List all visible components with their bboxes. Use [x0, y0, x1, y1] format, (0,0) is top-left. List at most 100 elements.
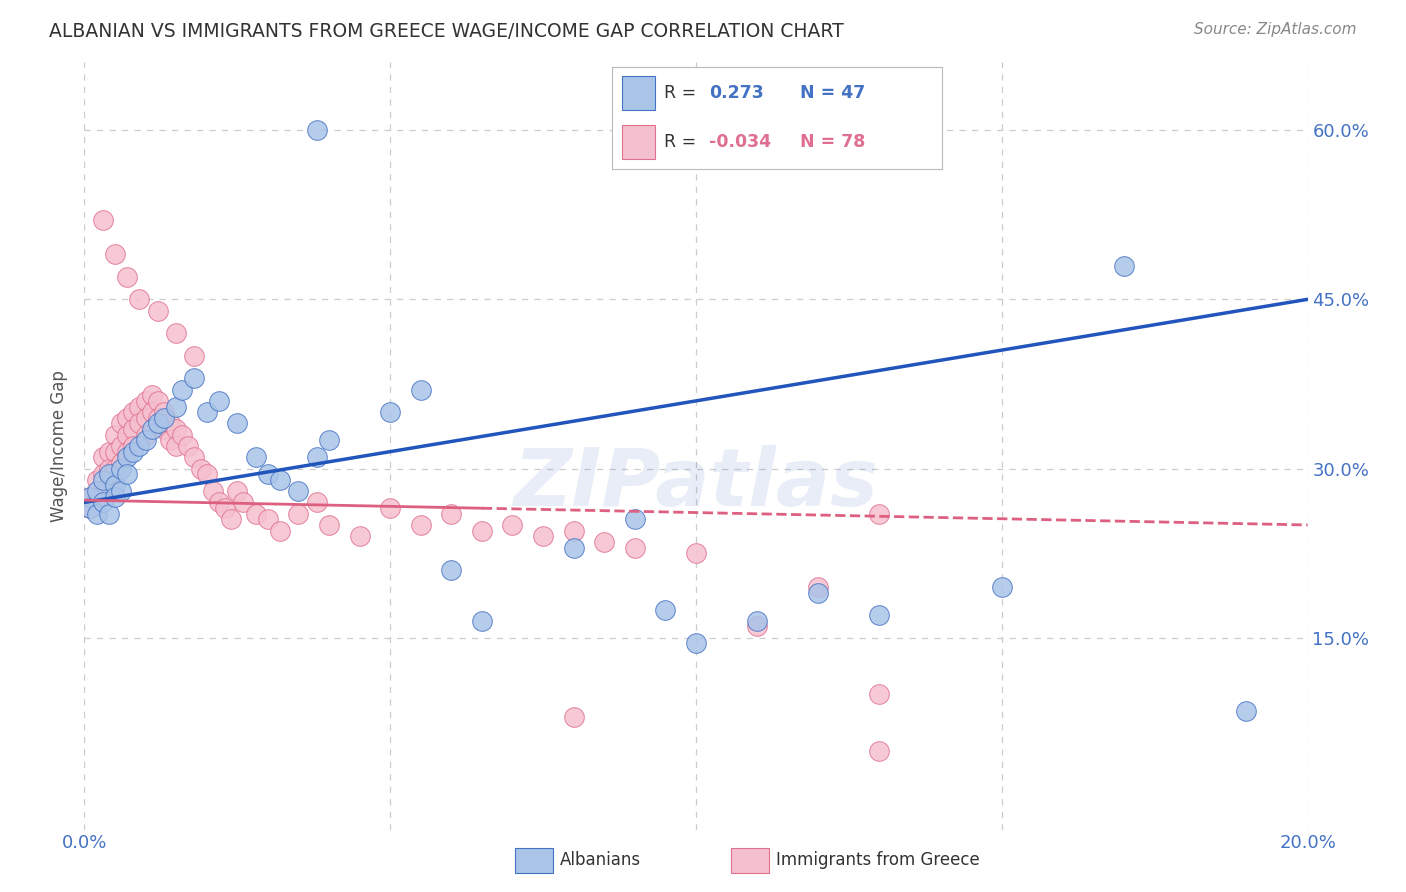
Point	[747, 619, 769, 633]
Bar	[731, 847, 769, 873]
Point	[86, 484, 108, 499]
Y-axis label: Wage/Income Gap: Wage/Income Gap	[51, 370, 69, 522]
Point	[287, 507, 309, 521]
Point	[165, 439, 187, 453]
Bar	[515, 847, 554, 873]
Point	[440, 507, 463, 521]
Text: Source: ZipAtlas.com: Source: ZipAtlas.com	[1194, 22, 1357, 37]
Point	[245, 450, 267, 465]
Point	[122, 405, 145, 419]
Point	[146, 417, 169, 431]
Point	[128, 417, 150, 431]
Point	[409, 383, 432, 397]
Point	[165, 422, 187, 436]
Point	[1114, 259, 1136, 273]
Point	[146, 303, 169, 318]
Point	[104, 247, 127, 261]
Point	[349, 529, 371, 543]
Text: N = 78: N = 78	[800, 133, 865, 152]
Point	[165, 400, 187, 414]
Point	[654, 602, 676, 616]
Point	[172, 427, 194, 442]
Point	[115, 269, 138, 284]
Point	[159, 434, 181, 448]
Point	[110, 461, 132, 475]
Point	[122, 444, 145, 458]
Text: R =: R =	[665, 133, 697, 152]
Point	[79, 501, 101, 516]
Point	[135, 427, 157, 442]
Text: ZIPatlas: ZIPatlas	[513, 445, 879, 524]
Point	[172, 383, 194, 397]
Point	[115, 450, 138, 465]
Text: R =: R =	[665, 84, 697, 102]
Bar	[621, 126, 655, 159]
Point	[562, 541, 585, 555]
Point	[128, 439, 150, 453]
Point	[165, 326, 187, 341]
Point	[214, 501, 236, 516]
Point	[190, 461, 212, 475]
Point	[305, 495, 328, 509]
Point	[807, 580, 830, 594]
Point	[110, 417, 132, 431]
Point	[79, 490, 101, 504]
Point	[502, 518, 524, 533]
Point	[86, 490, 108, 504]
Point	[141, 405, 163, 419]
Point	[146, 410, 169, 425]
Point	[245, 507, 267, 521]
Point	[991, 580, 1014, 594]
Point	[624, 541, 647, 555]
Point	[195, 405, 218, 419]
Point	[122, 422, 145, 436]
Point	[183, 349, 205, 363]
Point	[257, 467, 280, 482]
Point	[141, 422, 163, 436]
Point	[471, 614, 494, 628]
Point	[79, 501, 101, 516]
Text: ALBANIAN VS IMMIGRANTS FROM GREECE WAGE/INCOME GAP CORRELATION CHART: ALBANIAN VS IMMIGRANTS FROM GREECE WAGE/…	[49, 22, 844, 41]
Point	[86, 507, 108, 521]
Point	[318, 434, 340, 448]
Point	[104, 478, 127, 492]
Point	[380, 405, 402, 419]
Point	[183, 450, 205, 465]
Point	[104, 490, 127, 504]
Point	[159, 417, 181, 431]
Point	[97, 478, 120, 492]
Point	[128, 293, 150, 307]
Point	[747, 614, 769, 628]
Point	[685, 636, 707, 650]
Point	[128, 400, 150, 414]
Point	[115, 410, 138, 425]
Point	[110, 456, 132, 470]
Point	[305, 450, 328, 465]
Point	[624, 512, 647, 526]
Point	[153, 405, 176, 419]
Point	[409, 518, 432, 533]
Point	[91, 473, 114, 487]
Point	[91, 467, 114, 482]
Point	[257, 512, 280, 526]
Point	[232, 495, 254, 509]
Point	[440, 563, 463, 577]
Point	[471, 524, 494, 538]
Point	[153, 410, 176, 425]
Point	[269, 524, 291, 538]
Point	[135, 393, 157, 408]
Point	[91, 495, 114, 509]
Point	[685, 546, 707, 560]
Point	[226, 484, 249, 499]
Point	[97, 444, 120, 458]
Point	[135, 434, 157, 448]
Point	[115, 444, 138, 458]
Point	[141, 388, 163, 402]
Point	[869, 507, 891, 521]
Point	[153, 422, 176, 436]
Point	[91, 213, 114, 227]
Point	[79, 490, 101, 504]
Point	[269, 473, 291, 487]
Point	[593, 535, 616, 549]
Point	[208, 393, 231, 408]
